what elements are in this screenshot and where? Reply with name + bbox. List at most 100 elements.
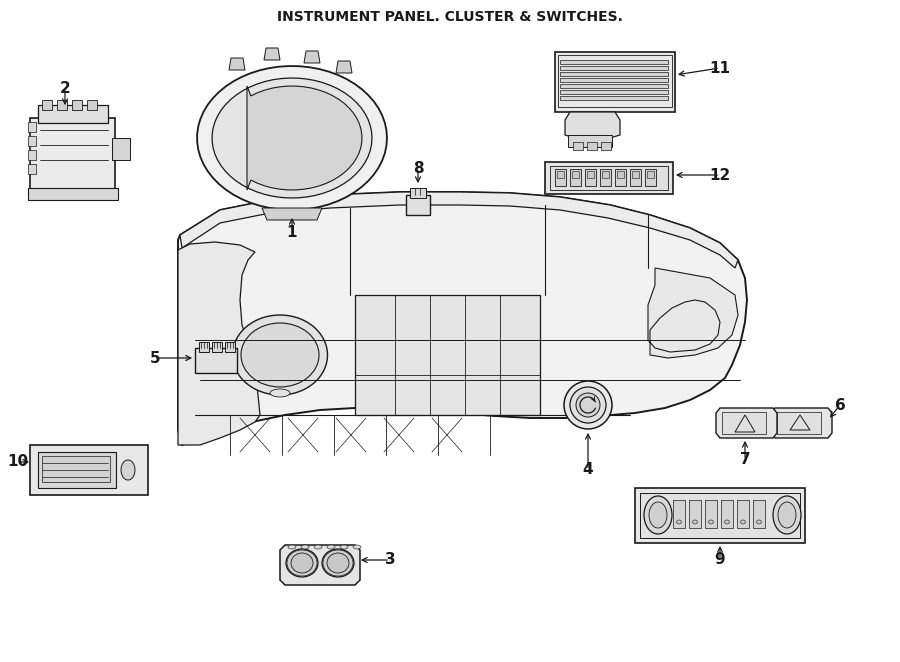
Ellipse shape bbox=[301, 545, 309, 549]
Bar bbox=[42, 100, 52, 110]
Bar bbox=[617, 171, 624, 178]
Ellipse shape bbox=[121, 460, 135, 480]
Polygon shape bbox=[565, 112, 620, 138]
Bar bbox=[112, 138, 130, 160]
Bar bbox=[585, 169, 596, 186]
Polygon shape bbox=[178, 192, 747, 445]
Ellipse shape bbox=[773, 496, 801, 534]
Bar bbox=[57, 100, 67, 110]
Bar bbox=[722, 412, 766, 434]
Bar bbox=[545, 162, 673, 194]
Polygon shape bbox=[716, 408, 777, 438]
Polygon shape bbox=[648, 268, 738, 358]
Polygon shape bbox=[247, 86, 362, 190]
Bar bbox=[645, 169, 656, 186]
Ellipse shape bbox=[649, 502, 667, 528]
Ellipse shape bbox=[288, 545, 296, 549]
Bar bbox=[410, 188, 426, 198]
Bar bbox=[199, 342, 209, 352]
Bar bbox=[560, 78, 668, 82]
Ellipse shape bbox=[322, 549, 354, 577]
Bar bbox=[573, 142, 583, 150]
Bar bbox=[721, 500, 733, 528]
Text: INSTRUMENT PANEL. CLUSTER & SWITCHES.: INSTRUMENT PANEL. CLUSTER & SWITCHES. bbox=[277, 10, 623, 24]
Bar bbox=[355, 295, 540, 415]
Text: 1: 1 bbox=[287, 224, 297, 240]
Bar bbox=[560, 72, 668, 76]
Ellipse shape bbox=[677, 520, 681, 524]
Bar bbox=[572, 171, 579, 178]
Text: 10: 10 bbox=[7, 455, 29, 469]
Bar bbox=[560, 96, 668, 100]
Bar bbox=[28, 188, 118, 200]
Bar bbox=[28, 150, 36, 160]
Ellipse shape bbox=[644, 496, 672, 534]
Text: 2: 2 bbox=[59, 81, 70, 95]
Bar bbox=[560, 60, 668, 64]
Bar bbox=[38, 105, 108, 123]
Bar bbox=[753, 500, 765, 528]
Bar bbox=[555, 169, 566, 186]
Bar bbox=[225, 342, 235, 352]
Polygon shape bbox=[262, 208, 322, 220]
Ellipse shape bbox=[314, 545, 322, 549]
Text: 8: 8 bbox=[413, 160, 423, 175]
Ellipse shape bbox=[327, 553, 349, 573]
Bar bbox=[28, 136, 36, 146]
Bar bbox=[635, 488, 805, 543]
Bar bbox=[560, 66, 668, 70]
Ellipse shape bbox=[564, 381, 612, 429]
Ellipse shape bbox=[327, 545, 335, 549]
Text: 12: 12 bbox=[709, 167, 731, 183]
Ellipse shape bbox=[741, 520, 745, 524]
Bar bbox=[406, 195, 430, 215]
Ellipse shape bbox=[692, 520, 698, 524]
Ellipse shape bbox=[778, 502, 796, 528]
Polygon shape bbox=[280, 545, 360, 585]
Bar bbox=[550, 166, 668, 190]
Bar bbox=[560, 90, 668, 94]
Polygon shape bbox=[771, 408, 832, 438]
Bar bbox=[737, 500, 749, 528]
Bar bbox=[689, 500, 701, 528]
Ellipse shape bbox=[286, 549, 318, 577]
Bar bbox=[72, 100, 82, 110]
Text: 7: 7 bbox=[740, 453, 751, 467]
Ellipse shape bbox=[724, 520, 730, 524]
Bar bbox=[630, 169, 641, 186]
Bar bbox=[42, 456, 110, 482]
Bar bbox=[555, 52, 675, 112]
Bar bbox=[601, 142, 611, 150]
Ellipse shape bbox=[708, 520, 714, 524]
Polygon shape bbox=[336, 61, 352, 73]
Ellipse shape bbox=[576, 393, 600, 417]
Polygon shape bbox=[264, 48, 280, 60]
Text: 11: 11 bbox=[709, 60, 731, 75]
Bar bbox=[87, 100, 97, 110]
Bar bbox=[587, 171, 594, 178]
Ellipse shape bbox=[270, 389, 290, 397]
Text: 4: 4 bbox=[582, 463, 593, 477]
Bar bbox=[38, 452, 116, 488]
Ellipse shape bbox=[570, 387, 606, 423]
Polygon shape bbox=[197, 66, 387, 210]
Bar bbox=[570, 169, 581, 186]
Bar bbox=[587, 142, 597, 150]
Ellipse shape bbox=[757, 520, 761, 524]
Text: 3: 3 bbox=[384, 553, 395, 567]
Text: 9: 9 bbox=[715, 553, 725, 567]
Bar bbox=[568, 135, 612, 147]
Ellipse shape bbox=[241, 323, 319, 387]
Bar bbox=[647, 171, 654, 178]
Ellipse shape bbox=[232, 315, 328, 395]
Ellipse shape bbox=[340, 545, 348, 549]
Text: 5: 5 bbox=[149, 350, 160, 365]
Polygon shape bbox=[180, 192, 738, 268]
Ellipse shape bbox=[353, 545, 361, 549]
Polygon shape bbox=[229, 58, 245, 70]
Bar bbox=[30, 118, 115, 193]
Bar bbox=[30, 445, 148, 495]
Polygon shape bbox=[212, 78, 372, 198]
Bar bbox=[673, 500, 685, 528]
Bar bbox=[560, 84, 668, 88]
